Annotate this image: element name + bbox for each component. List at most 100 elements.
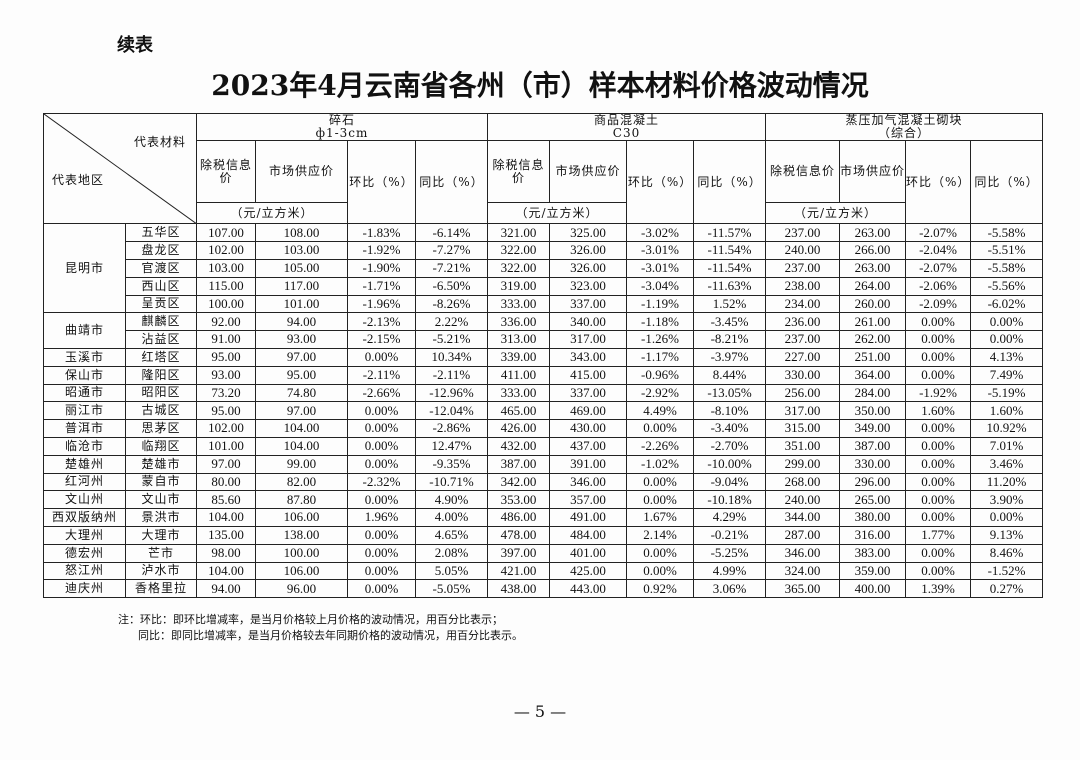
- city-cell: 文山州: [43, 490, 126, 510]
- table-row: 昭通市 昭阳区 73.20 74.80 -2.66% -12.96% 333.00 337.0…: [43, 383, 1044, 403]
- continued-label: 续表: [117, 35, 153, 56]
- district-cell: 大理市: [125, 525, 197, 545]
- value-cell: 251.00: [839, 347, 907, 367]
- table-row: 迪庆州 香格里拉 94.00 96.00 0.00% -5.05% 438.00 443.00…: [43, 579, 1044, 599]
- table-row: 丽江市 古城区 95.00 97.00 0.00% -12.04% 465.00 469.00…: [43, 401, 1044, 421]
- value-cell: 330.00: [765, 365, 841, 385]
- value-cell: 4.29%: [693, 508, 767, 527]
- value-cell: 317.00: [765, 401, 841, 421]
- value-cell: -3.01%: [626, 241, 695, 260]
- value-cell: -5.21%: [414, 330, 489, 349]
- material-spec: （综合）: [878, 126, 931, 141]
- value-cell: 350.00: [839, 401, 907, 421]
- material-header: 蒸压加气混凝土砌块 （综合）: [765, 112, 1044, 142]
- unit-header: （元/立方米）: [196, 202, 348, 225]
- district-cell: 沾益区: [125, 330, 197, 349]
- value-cell: -6.14%: [414, 223, 489, 243]
- value-cell: 97.00: [255, 347, 348, 367]
- value-cell: -11.57%: [693, 223, 767, 243]
- value-cell: 346.00: [765, 543, 841, 563]
- value-cell: 491.00: [549, 508, 628, 527]
- value-cell: 4.13%: [970, 347, 1044, 367]
- table-row: 保山市 隆阳区 93.00 95.00 -2.11% -2.11% 411.00 415.00…: [43, 365, 1044, 385]
- value-cell: 284.00: [839, 383, 907, 403]
- value-cell: 7.49%: [970, 365, 1044, 385]
- value-cell: 263.00: [839, 223, 907, 243]
- value-cell: -2.26%: [626, 436, 695, 456]
- material-name: 商品混凝土: [594, 113, 660, 127]
- value-cell: 0.00%: [970, 330, 1044, 349]
- value-cell: 0.27%: [970, 579, 1044, 599]
- value-cell: 92.00: [196, 312, 256, 332]
- diagonal-divider: [44, 114, 196, 223]
- col-market-price-header: 市场供应价: [549, 140, 628, 204]
- value-cell: 1.77%: [905, 525, 972, 545]
- district-cell: 蒙自市: [125, 472, 197, 492]
- col-mom-header: 环比（%）: [347, 140, 416, 225]
- value-cell: 98.00: [196, 543, 256, 563]
- value-cell: 87.80: [255, 490, 348, 510]
- value-cell: 10.92%: [970, 419, 1044, 438]
- district-cell: 昭阳区: [125, 383, 197, 403]
- city-cell: 临沧市: [43, 436, 126, 456]
- value-cell: -2.92%: [626, 383, 695, 403]
- value-cell: 8.46%: [970, 543, 1044, 563]
- value-cell: 234.00: [765, 294, 841, 314]
- value-cell: 3.90%: [970, 490, 1044, 510]
- col-tax-price-header: 除税信息价: [487, 140, 551, 204]
- value-cell: -6.02%: [970, 294, 1044, 314]
- value-cell: -8.21%: [693, 330, 767, 349]
- value-cell: -11.54%: [693, 241, 767, 260]
- value-cell: -6.50%: [414, 276, 489, 296]
- value-cell: 85.60: [196, 490, 256, 510]
- value-cell: 7.01%: [970, 436, 1044, 456]
- value-cell: 330.00: [839, 454, 907, 474]
- value-cell: 0.92%: [626, 579, 695, 599]
- value-cell: -0.96%: [626, 365, 695, 385]
- table-row: 呈贡区 100.00 101.00 -1.96% -8.26% 333.00 337.00-…: [44, 294, 1044, 314]
- value-cell: 4.99%: [693, 561, 767, 581]
- col-tax-price-header: 除税信息价: [196, 140, 256, 204]
- value-cell: 4.65%: [414, 525, 489, 545]
- value-cell: 101.00: [255, 294, 348, 314]
- value-cell: -3.45%: [693, 312, 767, 332]
- value-cell: 387.00: [839, 436, 907, 456]
- value-cell: 0.00%: [905, 543, 972, 563]
- material-name: 蒸压加气混凝土砌块: [845, 113, 963, 127]
- value-cell: 94.00: [196, 579, 256, 599]
- value-cell: -3.40%: [693, 419, 767, 438]
- value-cell: 313.00: [487, 330, 551, 349]
- district-cell: 香格里拉: [125, 579, 197, 599]
- value-cell: -1.17%: [626, 347, 695, 367]
- value-cell: 0.00%: [970, 312, 1044, 332]
- value-cell: 383.00: [839, 543, 907, 563]
- value-cell: 0.00%: [905, 347, 972, 367]
- value-cell: 317.00: [549, 330, 628, 349]
- value-cell: 321.00: [487, 223, 551, 243]
- value-cell: 0.00%: [626, 419, 695, 438]
- city-cell: 迪庆州: [43, 579, 126, 599]
- value-cell: 101.00: [196, 436, 256, 456]
- value-cell: 264.00: [839, 276, 907, 296]
- value-cell: 237.00: [765, 223, 841, 243]
- value-cell: 316.00: [839, 525, 907, 545]
- district-cell: 呈贡区: [125, 294, 197, 314]
- value-cell: 12.47%: [414, 436, 489, 456]
- value-cell: 4.00%: [414, 508, 489, 527]
- value-cell: 265.00: [839, 490, 907, 510]
- value-cell: 0.00%: [905, 330, 972, 349]
- value-cell: -2.15%: [347, 330, 416, 349]
- value-cell: 237.00: [765, 258, 841, 278]
- note-yoy: 同比：即同比增减率，是当月价格较去年同期价格的波动情况，用百分比表示。: [138, 629, 523, 642]
- region-header-label: 代表地区: [52, 173, 105, 187]
- value-cell: 315.00: [765, 419, 841, 438]
- value-cell: -5.19%: [970, 383, 1044, 403]
- value-cell: 261.00: [839, 312, 907, 332]
- value-cell: -1.19%: [626, 294, 695, 314]
- value-cell: 106.00: [255, 508, 348, 527]
- value-cell: 1.60%: [905, 401, 972, 421]
- value-cell: 256.00: [765, 383, 841, 403]
- value-cell: 287.00: [765, 525, 841, 545]
- col-market-price-header: 市场供应价: [839, 140, 907, 204]
- unit-header: （元/立方米）: [765, 202, 907, 225]
